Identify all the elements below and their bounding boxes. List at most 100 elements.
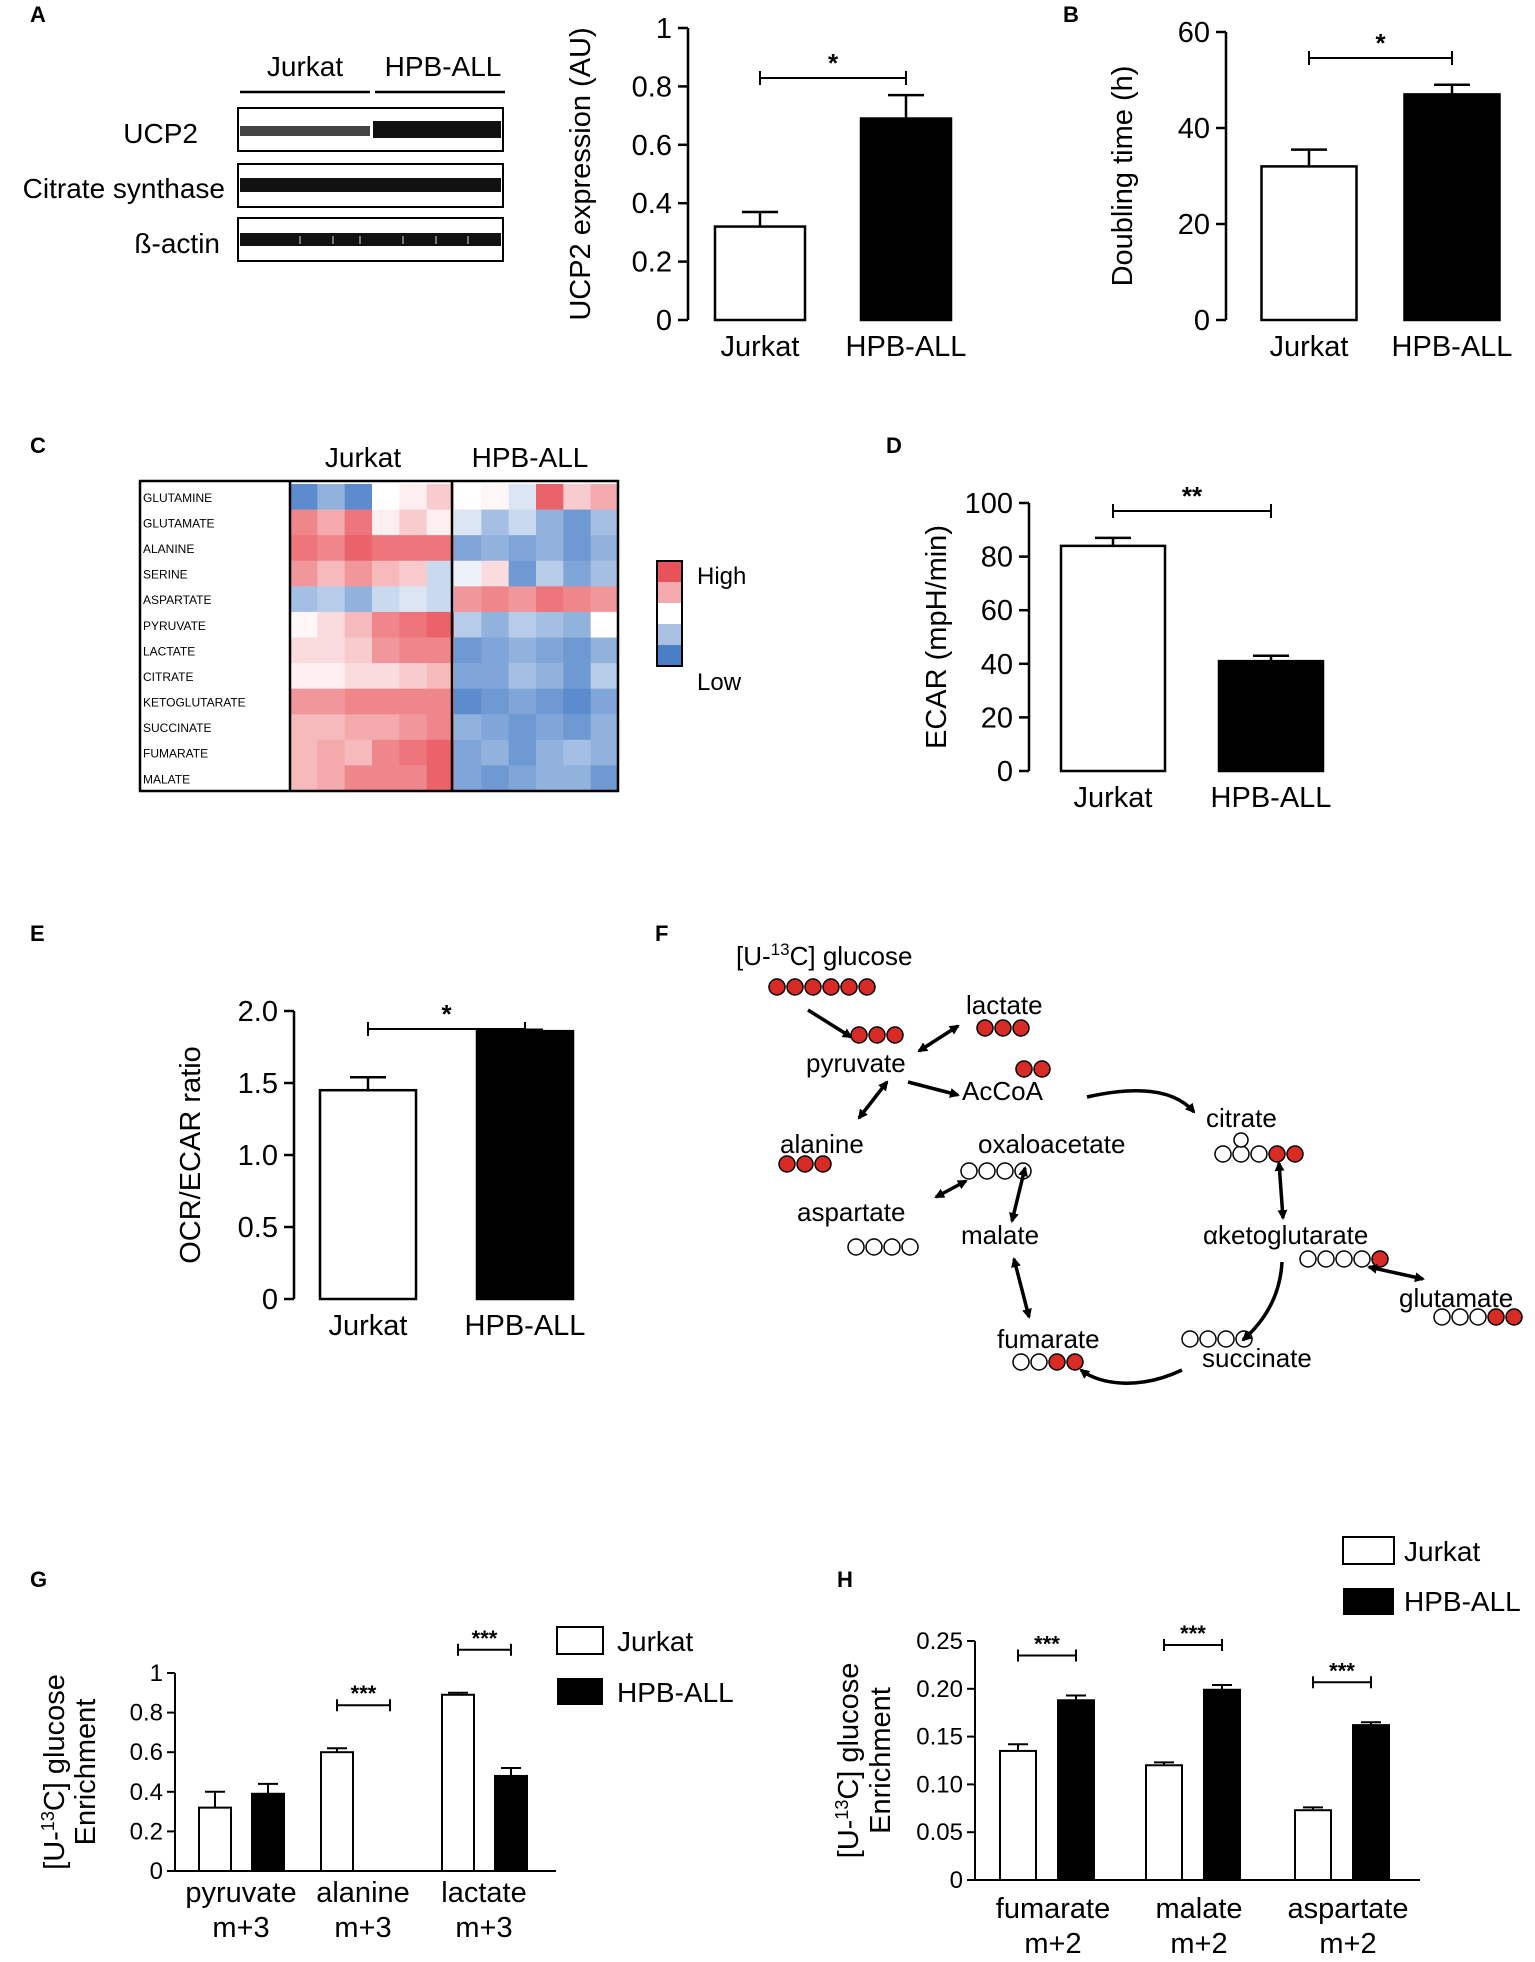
carbon-dot [822, 978, 840, 996]
y-axis-label: UCP2 expression (AU) [565, 27, 597, 320]
heatmap-cell [290, 586, 318, 613]
x-tick-label-sub: m+2 [1024, 1928, 1081, 1960]
node-alanine: alanine [780, 1129, 864, 1159]
heatmap-cell [372, 586, 400, 613]
heatmap-cell [536, 484, 564, 511]
carbon-dot [796, 1155, 814, 1173]
heatmap-cell [372, 509, 400, 536]
heatmap-cell [454, 637, 482, 664]
heatmap-cell [426, 611, 455, 638]
node-citrate: citrate [1206, 1103, 1277, 1133]
carbon-dot [1451, 1308, 1469, 1326]
heatmap-cell [372, 560, 400, 587]
heatmap-cell [481, 586, 510, 613]
heatmap-cell [317, 765, 346, 792]
chart-doubling-time: 0 20 40 60 Doubling time (h) Jurkat HPB-ALL * [1107, 17, 1512, 363]
heatmap-cell [590, 765, 619, 792]
significance-marker: *** [1180, 1621, 1206, 1646]
heatmap-cell [454, 765, 482, 792]
bar-jurkat-alanine [320, 1751, 354, 1872]
heatmap-cell [481, 509, 510, 536]
heatmap-cell [317, 535, 346, 562]
heatmap: Jurkat HPB-ALL GLUTAMINE GLUTAMATE ALANINE… [138, 442, 746, 793]
bar-jurkat-malate [1145, 1764, 1183, 1882]
carbon-dot [768, 978, 786, 996]
heatmap-cell [563, 586, 592, 613]
heatmap-cell [590, 535, 619, 562]
heatmap-cell [426, 509, 455, 536]
heatmap-cell [399, 663, 428, 690]
heatmap-cell [563, 611, 592, 638]
heatmap-cell [454, 688, 482, 715]
heatmap-cell [344, 739, 373, 766]
carbon-dot [1012, 1353, 1030, 1371]
heatmap-cell [536, 714, 564, 741]
heatmap-cell [563, 560, 592, 587]
heatmap-row-label: SUCCINATE [143, 721, 211, 735]
node-aketoglutarate: αketoglutarate [1203, 1220, 1368, 1250]
heatmap-cell [536, 560, 564, 587]
carbon-dot [778, 1155, 796, 1173]
heatmap-cell [590, 509, 619, 536]
chart-ucp2-expression: 0 0.2 0.4 0.6 0.8 1 UCP2 expression (AU) Jurkat… [565, 13, 966, 363]
y-tick-label: 2.0 [238, 996, 278, 1028]
heatmap-cell [563, 688, 592, 715]
panel-label-c: C [30, 433, 46, 458]
blot-row-citrate-synthase: Citrate synthase [23, 173, 225, 204]
heatmap-cell [290, 611, 318, 638]
heatmap-cell [344, 611, 373, 638]
heatmap-cell [426, 688, 455, 715]
heatmap-cell [290, 637, 318, 664]
panel-label-h: H [837, 1567, 853, 1592]
heatmap-cell [372, 714, 400, 741]
significance-marker: *** [472, 1626, 498, 1651]
carbon-dot [1250, 1145, 1268, 1163]
heatmap-row-label: SERINE [143, 568, 188, 582]
heatmap-row-label: GLUTAMATE [143, 516, 215, 530]
heatmap-cell [399, 688, 428, 715]
blot-row-ucp2: UCP2 [123, 118, 198, 149]
node-oxaloacetate: oxaloacetate [978, 1129, 1125, 1159]
node-glucose: [U-13C] glucose [736, 940, 912, 971]
chart-ocr-ecar-ratio: 0 0.5 1.0 1.5 2.0 OCR/ECAR ratio Jurkat HPB-ALL… [175, 996, 585, 1342]
y-tick-label: 0.6 [130, 1739, 163, 1766]
carbon-dot [1030, 1353, 1048, 1371]
legend-h-hpb-all: HPB-ALL [1404, 1586, 1521, 1617]
bar-hpb-all-fumarate [1057, 1699, 1095, 1881]
y-tick-label: 40 [981, 649, 1013, 681]
heatmap-cell [290, 714, 318, 741]
heatmap-cell [563, 484, 592, 511]
carbon-dot [1048, 1353, 1066, 1371]
bar-jurkat [318, 1088, 418, 1301]
heatmap-cell [317, 560, 346, 587]
carbon-dot [1317, 1250, 1335, 1268]
heatmap-cell [317, 714, 346, 741]
pathway-diagram: [U-13C] glucose lactate pyruvate AcCoA a… [736, 940, 1523, 1385]
carbon-dot [1299, 1250, 1317, 1268]
blot-group-hpb-all: HPB-ALL [385, 51, 502, 82]
heatmap-cell [344, 586, 373, 613]
heatmap-cell [590, 484, 619, 511]
heatmap-cell [344, 765, 373, 792]
x-tick-label-sub: m+2 [1319, 1928, 1376, 1960]
bar-hpb-all [1403, 93, 1501, 322]
carbon-dot [886, 1026, 904, 1044]
significance-marker: ** [1182, 481, 1203, 511]
heatmap-legend-high: High [697, 563, 746, 590]
heatmap-cell [399, 509, 428, 536]
bar-hpb-all [859, 117, 953, 322]
node-fumarate: fumarate [997, 1324, 1100, 1354]
heatmap-cell [508, 586, 537, 613]
bar-jurkat-fumarate [999, 1749, 1037, 1881]
heatmap-group-hpb-all: HPB-ALL [472, 442, 589, 473]
heatmap-cell [590, 611, 619, 638]
y-tick-label: 60 [981, 595, 1013, 627]
panel-label-d: D [886, 433, 902, 458]
heatmap-row-label: MALATE [143, 772, 190, 786]
y-tick-label: 0.25 [916, 1628, 963, 1655]
heatmap-cell [563, 739, 592, 766]
carbon-dot [1233, 1132, 1249, 1148]
x-tick-label: Jurkat [1074, 782, 1153, 814]
heatmap-cell [590, 637, 619, 664]
heatmap-cell [344, 509, 373, 536]
